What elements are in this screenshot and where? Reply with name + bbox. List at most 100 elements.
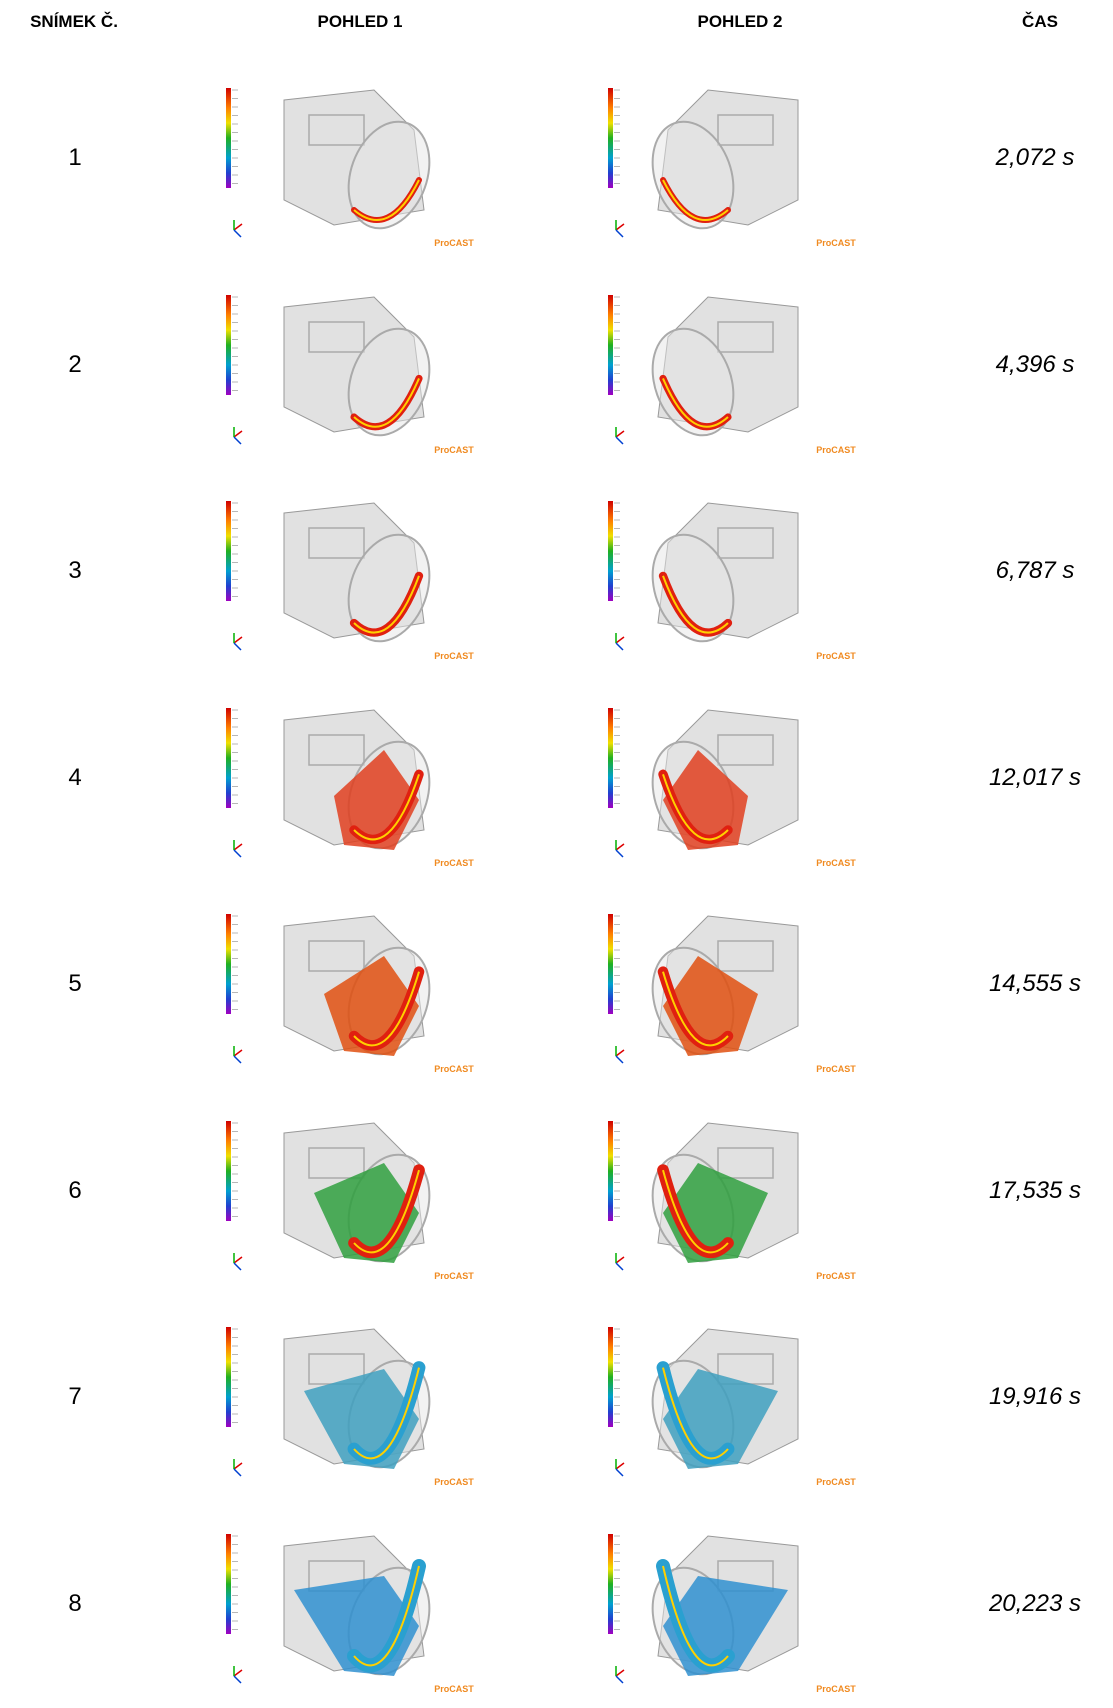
color-bar [226,914,231,1014]
simulation-image: ProCAST [608,1120,856,1281]
procast-logo: ProCAST [434,445,474,455]
color-bar [226,294,231,395]
color-bar [608,501,613,601]
frame-time: 20,223 s [988,1589,1082,1617]
casting-edge [353,575,420,634]
mold-window [717,733,774,766]
table-row: 5 ProCAST ProCAST 14,555 s [0,882,1113,1088]
procast-logo: ProCAST [816,445,856,455]
color-bar [608,1327,613,1427]
procast-logo: ProCAST [816,238,856,248]
simulation-image: ProCAST [226,707,474,868]
casting [651,915,799,1056]
casting [651,1121,799,1263]
color-bar [608,88,613,188]
color-bar [608,707,613,808]
casting-edge [662,971,729,1047]
header-view1: POHLED 1 [317,12,403,31]
mold-window [308,940,365,972]
color-bar [226,707,231,808]
axis-z [233,848,242,858]
casting [283,89,431,230]
frame-number: 8 [68,1589,82,1617]
casting [283,502,431,643]
color-bar [608,1533,613,1634]
color-bar [608,1120,613,1221]
casting-edge [353,971,420,1047]
casting [651,295,799,436]
mold-window [717,527,774,559]
simulation-image: ProCAST [226,1533,474,1694]
simulation-image: ProCAST [226,501,474,661]
header-time: ČAS [1022,12,1058,31]
casting [651,89,799,230]
simulation-image: ProCAST [226,914,474,1074]
simulation-image: ProCAST [608,294,856,455]
axis-z [615,435,624,445]
axis-z [615,642,624,651]
casting [283,708,431,850]
axis-x [615,842,625,851]
frame-number: 1 [68,144,82,171]
simulation-image: ProCAST [226,1120,474,1281]
axis-z [615,1261,624,1271]
frame-number: 2 [68,350,82,378]
axis-z [233,642,242,651]
color-bar [226,1533,231,1634]
casting-edge [353,377,420,428]
casting [283,1121,431,1263]
casting [283,915,431,1056]
table-row: 3 ProCAST ProCAST 6,787 s [0,469,1113,675]
simulation-image: ProCAST [608,1533,856,1694]
procast-logo: ProCAST [816,1064,856,1074]
procast-logo: ProCAST [816,858,856,868]
casting [651,708,799,850]
procast-logo: ProCAST [816,1271,856,1281]
axis-z [615,848,624,858]
color-bar [608,914,613,1014]
procast-logo: ProCAST [434,1684,474,1694]
simulation-image: ProCAST [608,707,856,868]
simulation-image: ProCAST [608,88,856,248]
frame-time: 14,555 s [988,970,1082,997]
casting [651,1534,799,1676]
axis-z [615,1468,624,1477]
casting [283,1534,431,1676]
header-frame: SNÍMEK Č. [30,12,118,31]
axis-x [233,1255,243,1264]
color-bar [608,294,613,395]
procast-logo: ProCAST [434,1477,474,1487]
axis-x [233,1668,243,1677]
axis-z [615,1055,624,1064]
casting [651,1328,799,1469]
casting-edge [353,773,420,840]
simulation-image: ProCAST [608,1327,856,1487]
frame-number: 5 [68,970,82,997]
casting-edge [662,179,729,221]
casting-ring [347,327,431,436]
axis-z [233,435,242,445]
mold-window [308,733,365,766]
casting-edge [662,1565,729,1666]
frame-time: 12,017 s [988,763,1082,791]
color-bar [226,1327,231,1427]
casting-edge [662,377,729,428]
casting [283,295,431,436]
axis-x [233,1049,243,1057]
mold-window [717,1146,774,1179]
casting-edge [353,1169,420,1253]
axis-x [615,223,625,231]
mold-window [308,114,365,146]
simulation-image: ProCAST [226,294,474,455]
axis-x [615,429,625,438]
frame-number: 4 [68,763,82,791]
casting [283,1328,431,1469]
frame-number: 3 [68,557,82,584]
simulation-image: ProCAST [226,1327,474,1487]
frame-number: 7 [68,1383,82,1410]
casting-edge [353,179,420,221]
casting-ring [651,327,735,436]
casting-ring [651,533,735,643]
axis-z [233,1468,242,1477]
